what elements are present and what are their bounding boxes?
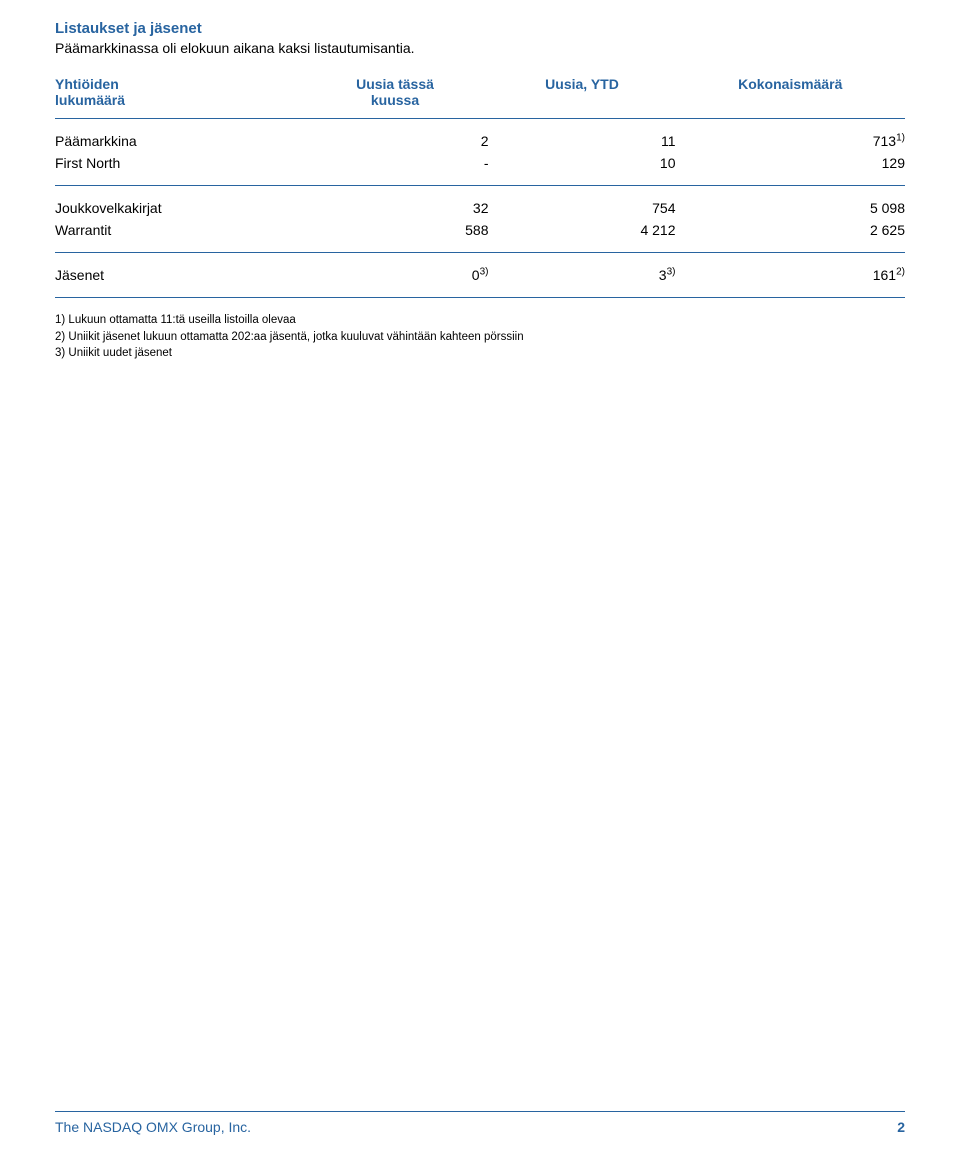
row-value: 754 bbox=[489, 186, 676, 220]
page-subtitle: Päämarkkinassa oli elokuun aikana kaksi … bbox=[55, 40, 905, 56]
page-title: Listaukset ja jäsenet bbox=[55, 20, 905, 37]
superscript: 3) bbox=[667, 266, 676, 277]
row-label: Joukkovelkakirjat bbox=[55, 186, 302, 220]
header-col2: Uusia tässä kuussa bbox=[302, 74, 489, 119]
row-value: 33) bbox=[489, 253, 676, 298]
table-row: Jäsenet 03) 33) 1612) bbox=[55, 253, 905, 298]
row-value: 03) bbox=[302, 253, 489, 298]
header-col1-line2: lukumäärä bbox=[55, 92, 125, 108]
row-value: 1612) bbox=[676, 253, 906, 298]
row-value: 5 098 bbox=[676, 186, 906, 220]
row-value: 588 bbox=[302, 219, 489, 253]
row-label: Warrantit bbox=[55, 219, 302, 253]
table-row: Warrantit 588 4 212 2 625 bbox=[55, 219, 905, 253]
row-value: - bbox=[302, 152, 489, 186]
superscript: 2) bbox=[896, 266, 905, 277]
row-label: Päämarkkina bbox=[55, 119, 302, 153]
superscript: 1) bbox=[896, 132, 905, 143]
table-header-row: Yhtiöiden lukumäärä Uusia tässä kuussa U… bbox=[55, 74, 905, 119]
header-col2-line1: Uusia tässä bbox=[356, 76, 434, 92]
header-col2-line2: kuussa bbox=[371, 92, 419, 108]
row-value: 7131) bbox=[676, 119, 906, 153]
footnote-3: 3) Uniikit uudet jäsenet bbox=[55, 345, 905, 362]
listings-table: Yhtiöiden lukumäärä Uusia tässä kuussa U… bbox=[55, 74, 905, 298]
header-col4: Kokonaismäärä bbox=[676, 74, 906, 119]
header-col1-line1: Yhtiöiden bbox=[55, 76, 119, 92]
row-value: 11 bbox=[489, 119, 676, 153]
page-number: 2 bbox=[897, 1119, 905, 1135]
table-row: Joukkovelkakirjat 32 754 5 098 bbox=[55, 186, 905, 220]
row-value: 2 625 bbox=[676, 219, 906, 253]
footnotes: 1) Lukuun ottamatta 11:tä useilla listoi… bbox=[55, 312, 905, 362]
footnote-1: 1) Lukuun ottamatta 11:tä useilla listoi… bbox=[55, 312, 905, 329]
header-col1: Yhtiöiden lukumäärä bbox=[55, 74, 302, 119]
footer-rule bbox=[55, 1111, 905, 1113]
row-value: 10 bbox=[489, 152, 676, 186]
footnote-2: 2) Uniikit jäsenet lukuun ottamatta 202:… bbox=[55, 329, 905, 346]
row-label: Jäsenet bbox=[55, 253, 302, 298]
page-footer: The NASDAQ OMX Group, Inc. 2 bbox=[55, 1111, 905, 1135]
row-label: First North bbox=[55, 152, 302, 186]
header-col3: Uusia, YTD bbox=[489, 74, 676, 119]
row-value: 2 bbox=[302, 119, 489, 153]
footer-company: The NASDAQ OMX Group, Inc. bbox=[55, 1119, 251, 1135]
row-value: 4 212 bbox=[489, 219, 676, 253]
table-row: Päämarkkina 2 11 7131) bbox=[55, 119, 905, 153]
row-value: 129 bbox=[676, 152, 906, 186]
row-value: 32 bbox=[302, 186, 489, 220]
table-row: First North - 10 129 bbox=[55, 152, 905, 186]
superscript: 3) bbox=[480, 266, 489, 277]
